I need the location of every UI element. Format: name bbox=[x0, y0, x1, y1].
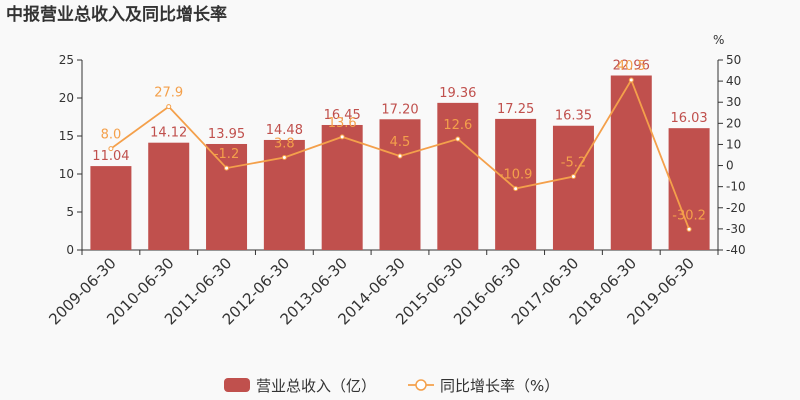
legend[interactable]: 营业总收入（亿） 同比增长率（%） bbox=[224, 377, 559, 395]
line-labels: 8.0 27.9 -1.2 3.8 13.6 4.5 12.6 -10.9 -5.2 40.5 -3… bbox=[101, 59, 706, 223]
legend-line-marker bbox=[415, 379, 427, 391]
bar bbox=[90, 166, 132, 250]
bar bbox=[437, 102, 479, 250]
line-value-label: -5.2 bbox=[561, 156, 586, 171]
bar bbox=[206, 143, 248, 250]
bar-value-label: 17.25 bbox=[497, 102, 534, 117]
line-point bbox=[339, 134, 345, 140]
line-value-label: 3.8 bbox=[274, 137, 295, 152]
right-axis-tick-label: 0 bbox=[726, 159, 734, 173]
line-point bbox=[628, 77, 634, 83]
line-point bbox=[513, 186, 519, 192]
bar-value-label: 16.45 bbox=[324, 108, 361, 123]
line-point bbox=[166, 104, 172, 110]
bar bbox=[148, 142, 190, 250]
line-value-label: 13.6 bbox=[328, 116, 357, 131]
left-axis-tick-label: 5 bbox=[66, 205, 74, 219]
bar-value-label: 19.36 bbox=[439, 86, 476, 101]
line-point bbox=[224, 165, 230, 171]
line-value-label: -30.2 bbox=[672, 208, 706, 223]
right-axis-unit: % bbox=[713, 33, 724, 47]
line-point bbox=[108, 146, 114, 152]
right-axis-tick-label: -40 bbox=[726, 243, 746, 257]
left-axis-tick-label: 25 bbox=[59, 53, 74, 67]
bar-value-label: 16.03 bbox=[670, 111, 707, 126]
line-point bbox=[686, 226, 692, 232]
left-axis-tick-label: 15 bbox=[59, 129, 74, 143]
legend-item-growth[interactable]: 同比增长率（%） bbox=[408, 377, 559, 395]
bar-value-label: 13.95 bbox=[208, 127, 245, 142]
chart-title: 中报营业总收入及同比增长率 bbox=[6, 4, 227, 25]
left-axis-tick-label: 10 bbox=[59, 167, 74, 181]
line-value-label: 40.5 bbox=[617, 59, 646, 74]
line-point bbox=[455, 136, 461, 142]
right-axis-tick-label: -30 bbox=[726, 222, 746, 236]
bars bbox=[90, 75, 710, 251]
bar-value-label: 14.12 bbox=[150, 126, 187, 141]
bar-value-label: 14.48 bbox=[266, 123, 303, 138]
bar bbox=[552, 125, 594, 250]
right-axis-tick-label: -20 bbox=[726, 201, 746, 215]
line-point bbox=[281, 155, 287, 161]
bar-value-label: 22.96 bbox=[613, 59, 650, 74]
line-value-label: 12.6 bbox=[443, 118, 472, 133]
x-tick-labels: 2009-06-302010-06-302011-06-302012-06-30… bbox=[45, 254, 698, 328]
legend-bar-swatch bbox=[224, 378, 250, 392]
legend-label-revenue: 营业总收入（亿） bbox=[256, 377, 376, 395]
bar bbox=[379, 119, 421, 250]
bar-value-label: 16.35 bbox=[555, 109, 592, 124]
bar-labels: 11.04 14.12 13.95 14.48 16.45 17.20 19.36 17.25… bbox=[92, 59, 707, 165]
right-axis-tick-label: 40 bbox=[726, 74, 741, 88]
line-point bbox=[570, 174, 576, 180]
legend-item-revenue[interactable]: 营业总收入（亿） bbox=[224, 377, 376, 395]
growth-line bbox=[108, 77, 692, 232]
right-axis-tick-label: 30 bbox=[726, 95, 741, 109]
right-axis-tick-label: 10 bbox=[726, 137, 741, 151]
right-axis-tick-label: 50 bbox=[726, 53, 741, 67]
bar bbox=[610, 75, 652, 250]
right-axis-tick-label: -10 bbox=[726, 180, 746, 194]
line-value-label: -1.2 bbox=[214, 147, 239, 162]
legend-label-growth: 同比增长率（%） bbox=[440, 377, 559, 395]
line-value-label: 27.9 bbox=[154, 86, 183, 101]
left-axis-tick-label: 0 bbox=[66, 243, 74, 257]
bar-value-label: 11.04 bbox=[92, 149, 129, 164]
bar bbox=[321, 124, 363, 250]
right-axis-tick-label: 20 bbox=[726, 116, 741, 130]
line-value-label: 4.5 bbox=[390, 135, 411, 150]
line-value-label: 8.0 bbox=[101, 128, 122, 143]
line-value-label: -10.9 bbox=[499, 168, 533, 183]
left-axis-tick-label: 20 bbox=[59, 91, 74, 105]
line-point bbox=[397, 153, 403, 159]
bar-value-label: 17.20 bbox=[381, 102, 418, 117]
bar bbox=[495, 118, 537, 251]
